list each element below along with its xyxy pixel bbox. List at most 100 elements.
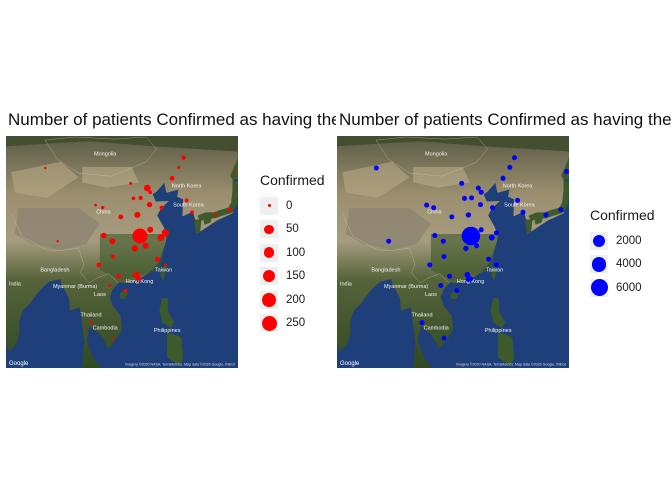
confirmed-point[interactable] xyxy=(441,254,447,260)
confirmed-point[interactable] xyxy=(558,207,564,213)
confirmed-point[interactable] xyxy=(465,212,472,218)
confirmed-point[interactable] xyxy=(131,245,139,252)
confirmed-point[interactable] xyxy=(419,320,425,326)
confirmed-point[interactable] xyxy=(462,195,467,201)
confirmed-point[interactable] xyxy=(424,202,430,208)
confirmed-point[interactable] xyxy=(227,207,233,212)
island xyxy=(525,219,533,234)
confirmed-point[interactable] xyxy=(432,233,438,238)
confirmed-point[interactable] xyxy=(465,276,471,282)
confirmed-point[interactable] xyxy=(478,202,483,208)
confirmed-point[interactable] xyxy=(464,271,471,278)
map-place-label: Philippines xyxy=(485,328,512,334)
satellite-map-left[interactable]: Mongolia China North Korea South Korea India… xyxy=(6,136,238,368)
confirmed-point[interactable] xyxy=(94,203,97,207)
confirmed-point[interactable] xyxy=(89,321,93,325)
confirmed-point[interactable] xyxy=(512,155,517,161)
confirmed-point[interactable] xyxy=(500,175,506,181)
legend-entry: 0 xyxy=(260,194,325,218)
map-place-label: China xyxy=(96,209,111,215)
confirmed-point[interactable] xyxy=(427,262,433,268)
confirmed-point[interactable] xyxy=(490,205,495,211)
confirmed-point[interactable] xyxy=(131,196,136,201)
confirmed-point[interactable] xyxy=(138,195,143,201)
confirmed-point[interactable] xyxy=(110,254,116,259)
confirmed-point[interactable] xyxy=(155,256,161,262)
confirmed-point[interactable] xyxy=(157,234,165,241)
confirmed-point[interactable] xyxy=(148,190,153,195)
confirmed-point[interactable] xyxy=(159,205,164,210)
confirmed-point[interactable] xyxy=(135,277,139,281)
confirmed-point[interactable] xyxy=(44,166,47,170)
map-place-label: Taiwan xyxy=(486,268,503,274)
confirmed-point[interactable] xyxy=(564,169,569,175)
confirmed-point[interactable] xyxy=(515,197,521,203)
confirmed-point[interactable] xyxy=(147,226,154,233)
confirmed-point[interactable] xyxy=(386,238,392,244)
taklamakan-desert xyxy=(342,161,410,198)
confirmed-point[interactable] xyxy=(146,202,153,208)
confirmed-point[interactable] xyxy=(213,213,217,217)
confirmed-point[interactable] xyxy=(478,189,484,195)
confirmed-point[interactable] xyxy=(493,262,499,268)
confirmed-point[interactable] xyxy=(463,245,469,252)
confirmed-point[interactable] xyxy=(488,234,495,241)
confirmed-point[interactable] xyxy=(129,181,133,185)
confirmed-point[interactable] xyxy=(440,238,446,244)
confirmed-point[interactable] xyxy=(486,256,492,262)
legend-symbol xyxy=(264,224,274,234)
confirmed-point[interactable] xyxy=(116,273,121,279)
confirmed-point[interactable] xyxy=(441,335,447,341)
confirmed-point[interactable] xyxy=(181,155,186,160)
legend-key xyxy=(260,220,278,239)
confirmed-point[interactable] xyxy=(543,212,549,218)
confirmed-point[interactable] xyxy=(142,242,149,249)
confirmed-point[interactable] xyxy=(373,165,379,171)
confirmed-point[interactable] xyxy=(184,198,189,203)
legend-left: Confirmed 0 50 100 150 200 250 xyxy=(260,172,325,335)
confirmed-point[interactable] xyxy=(133,271,140,278)
south-china-green xyxy=(430,234,499,281)
confirmed-point[interactable] xyxy=(478,227,484,233)
confirmed-point[interactable] xyxy=(447,273,453,279)
confirmed-point[interactable] xyxy=(449,214,455,220)
confirmed-point[interactable] xyxy=(454,288,460,294)
confirmed-point[interactable] xyxy=(123,288,128,293)
map-place-label: India xyxy=(340,282,353,288)
confirmed-point[interactable] xyxy=(143,184,151,192)
confirmed-point[interactable] xyxy=(100,232,107,239)
confirmed-point[interactable] xyxy=(438,283,444,288)
legend-title: Confirmed xyxy=(260,172,325,188)
legend-symbol xyxy=(262,270,276,283)
confirmed-point[interactable] xyxy=(493,230,499,236)
legend-entry: 2000 xyxy=(590,229,655,253)
confirmed-point[interactable] xyxy=(234,170,237,173)
confirmed-point[interactable] xyxy=(177,165,181,169)
confirmed-point[interactable] xyxy=(96,262,102,268)
confirmed-point[interactable] xyxy=(111,336,115,340)
confirmed-point[interactable] xyxy=(109,238,116,245)
confirmed-point[interactable] xyxy=(469,195,475,201)
confirmed-point[interactable] xyxy=(520,209,526,215)
legend-key xyxy=(260,314,278,333)
confirmed-point[interactable] xyxy=(132,228,148,244)
honshu xyxy=(528,181,569,222)
confirmed-point[interactable] xyxy=(459,180,465,186)
confirmed-point[interactable] xyxy=(101,206,105,210)
confirmed-point[interactable] xyxy=(137,276,142,281)
confirmed-point[interactable] xyxy=(474,243,480,249)
confirmed-point[interactable] xyxy=(475,185,481,191)
satellite-map-right[interactable]: Mongolia China North Korea South Korea India… xyxy=(337,136,569,368)
confirmed-point[interactable] xyxy=(118,214,124,220)
confirmed-point[interactable] xyxy=(163,263,167,267)
confirmed-point[interactable] xyxy=(56,240,59,243)
confirmed-point[interactable] xyxy=(507,164,513,170)
confirmed-point[interactable] xyxy=(431,205,437,211)
confirmed-point[interactable] xyxy=(161,229,170,237)
confirmed-point[interactable] xyxy=(169,175,175,181)
confirmed-point[interactable] xyxy=(461,226,481,246)
confirmed-point[interactable] xyxy=(190,210,194,215)
confirmed-point[interactable] xyxy=(134,211,141,218)
google-logo: Google xyxy=(340,361,360,367)
confirmed-point[interactable] xyxy=(108,284,112,287)
